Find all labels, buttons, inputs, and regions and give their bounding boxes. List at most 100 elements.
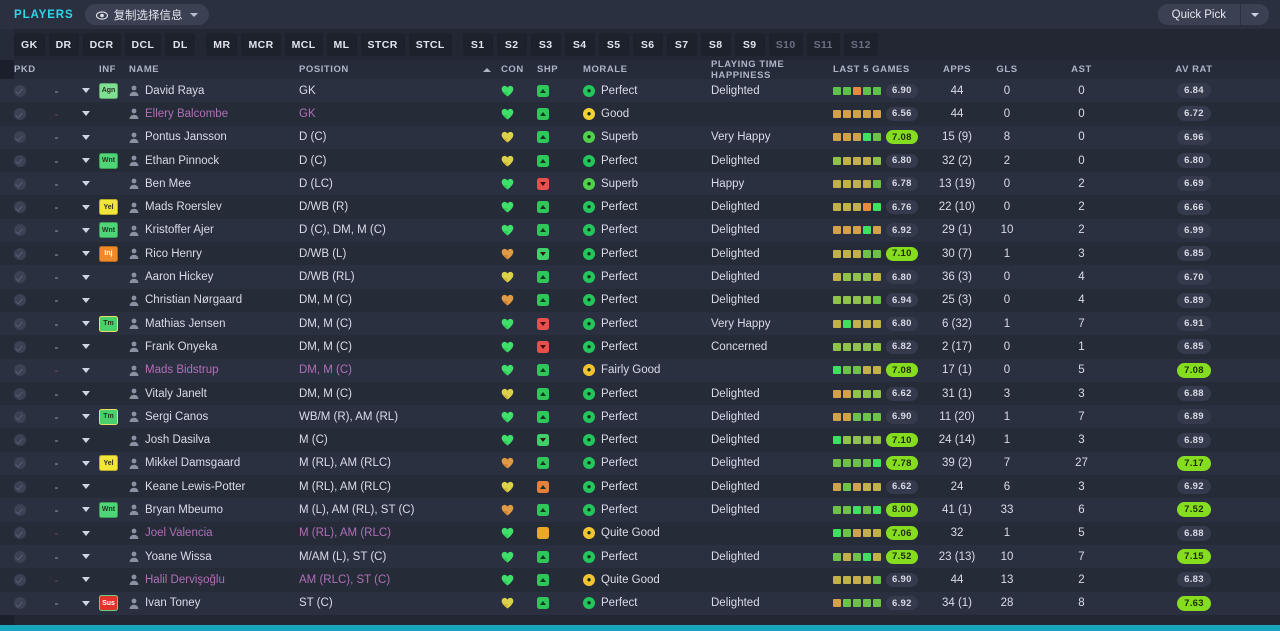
player-name-cell[interactable]: Bryan Mbeumo [129, 504, 299, 516]
row-dropdown-button[interactable] [73, 367, 99, 373]
info-badge-wnt[interactable]: Wnt [99, 501, 118, 518]
column-header-av-rat[interactable]: AV RAT [1175, 64, 1213, 75]
info-badge-wnt[interactable]: Wnt [99, 222, 118, 239]
row-dropdown-button[interactable] [73, 111, 99, 117]
row-dropdown-button[interactable] [73, 391, 99, 396]
info-badge-tm[interactable]: Tm [99, 315, 118, 332]
table-row[interactable]: - Joel Valencia M (RL), AM (RLC) ● Quite Goo… [0, 521, 1280, 545]
picked-checkbox[interactable] [14, 434, 40, 447]
column-header-inf[interactable]: INF [99, 64, 116, 75]
copy-selection-info-button[interactable]: 复制选择信息 [84, 4, 209, 25]
row-dropdown-button[interactable] [73, 484, 99, 490]
position-filter-s12[interactable]: S12 [843, 33, 878, 56]
table-row[interactable]: - Yoane Wissa M/AM (L), ST (C) ● Perfect Deli… [0, 544, 1280, 569]
picked-checkbox[interactable] [14, 271, 40, 284]
row-dropdown-button[interactable] [73, 577, 99, 583]
quick-pick-dropdown-button[interactable] [1241, 4, 1269, 25]
picked-checkbox[interactable] [14, 340, 40, 353]
picked-checkbox[interactable] [14, 573, 40, 586]
position-filter-gk[interactable]: GK [14, 33, 45, 56]
table-row[interactable]: - Christian Nørgaard DM, M (C) ● Perfect Deli… [0, 288, 1280, 312]
table-row[interactable]: - Sus Ivan Toney ST (C) ● Perfect Delighted 6.9… [0, 591, 1280, 615]
player-name-cell[interactable]: Ben Mee [129, 178, 299, 190]
player-name-cell[interactable]: Kristoffer Ajer [129, 224, 299, 236]
player-name-cell[interactable]: Ivan Toney [129, 597, 299, 609]
position-filter-dcl[interactable]: DCL [124, 33, 162, 56]
table-row[interactable]: - Ellery Balcombe GK ● Good 6.56 44 0 0 6.72 [0, 102, 1280, 126]
position-filter-s5[interactable]: S5 [598, 33, 629, 56]
row-dropdown-button[interactable] [73, 344, 99, 350]
table-row[interactable]: - Wnt Kristoffer Ajer D (C), DM, M (C) ● Perf… [0, 218, 1280, 243]
table-row[interactable]: - Agn David Raya GK ● Perfect Delighted 6.90 44 0… [0, 79, 1280, 103]
position-filter-s4[interactable]: S4 [564, 33, 595, 56]
player-name-cell[interactable]: David Raya [129, 85, 299, 97]
row-dropdown-button[interactable] [73, 251, 99, 257]
column-header-last-5-games[interactable]: LAST 5 GAMES [833, 64, 910, 75]
row-dropdown-button[interactable] [73, 204, 99, 210]
position-filter-s2[interactable]: S2 [496, 33, 527, 56]
picked-checkbox[interactable] [14, 457, 40, 470]
column-header-shp[interactable]: SHP [537, 64, 559, 75]
picked-checkbox[interactable] [14, 410, 40, 423]
row-dropdown-button[interactable] [73, 414, 99, 420]
row-dropdown-button[interactable] [73, 227, 99, 233]
picked-checkbox[interactable] [14, 387, 40, 400]
picked-checkbox[interactable] [14, 527, 40, 540]
table-row[interactable]: - Halil Dervişoğlu AM (RLC), ST (C) ● Quite … [0, 568, 1280, 592]
table-row[interactable]: - Ben Mee D (LC) ● Superb Happy 6.78 13 (19) 0 2 6… [0, 172, 1280, 196]
position-filter-mcr[interactable]: MCR [241, 33, 281, 56]
row-dropdown-button[interactable] [73, 600, 99, 606]
info-badge-tm[interactable]: Tm [99, 408, 118, 425]
row-dropdown-button[interactable] [73, 297, 99, 303]
player-name-cell[interactable]: Keane Lewis-Potter [129, 481, 299, 493]
table-row[interactable]: - Wnt Bryan Mbeumo M (L), AM (RL), ST (C) ● P… [0, 498, 1280, 522]
table-row[interactable]: - Tm Mathias Jensen DM, M (C) ● Perfect Very H… [0, 311, 1280, 336]
player-name-cell[interactable]: Vitaly Janelt [129, 388, 299, 400]
table-row[interactable]: - Wnt Ethan Pinnock D (C) ● Perfect Delighted 6… [0, 148, 1280, 173]
column-header-morale[interactable]: MORALE [583, 64, 628, 75]
column-header-con[interactable]: CON [501, 64, 524, 75]
row-dropdown-button[interactable] [73, 134, 99, 140]
player-name-cell[interactable]: Ellery Balcombe [129, 108, 299, 120]
row-dropdown-button[interactable] [73, 274, 99, 280]
position-filter-stcr[interactable]: STCR [360, 33, 405, 56]
position-filter-s6[interactable]: S6 [632, 33, 663, 56]
picked-checkbox[interactable] [14, 84, 40, 97]
player-name-cell[interactable]: Pontus Jansson [129, 131, 299, 143]
row-dropdown-button[interactable] [73, 554, 99, 560]
column-header-gls[interactable]: GLS [996, 64, 1018, 75]
table-row[interactable]: - Keane Lewis-Potter M (RL), AM (RLC) ● Perf… [0, 475, 1280, 499]
table-row[interactable]: - Josh Dasilva M (C) ● Perfect Delighted 7.10 2… [0, 428, 1280, 452]
table-row[interactable]: - Yel Mikkel Damsgaard M (RL), AM (RLC) ● Per… [0, 451, 1280, 476]
info-badge-sus[interactable]: Sus [99, 595, 118, 612]
row-dropdown-button[interactable] [73, 530, 99, 536]
picked-checkbox[interactable] [14, 154, 40, 167]
position-filter-mcl[interactable]: MCL [284, 33, 323, 56]
table-row[interactable]: - Frank Onyeka DM, M (C) ● Perfect Concerned 6… [0, 335, 1280, 359]
position-filter-s8[interactable]: S8 [700, 33, 731, 56]
picked-checkbox[interactable] [14, 503, 40, 516]
position-filter-s3[interactable]: S3 [530, 33, 561, 56]
player-name-cell[interactable]: Mikkel Damsgaard [129, 457, 299, 469]
column-header-pkd[interactable]: PKD [14, 64, 36, 75]
position-filter-dl[interactable]: DL [165, 33, 196, 56]
position-filter-s11[interactable]: S11 [806, 33, 840, 56]
player-name-cell[interactable]: Mathias Jensen [129, 318, 299, 330]
player-name-cell[interactable]: Josh Dasilva [129, 434, 299, 446]
player-name-cell[interactable]: Rico Henry [129, 248, 299, 260]
table-row[interactable]: - Tm Sergi Canos WB/M (R), AM (RL) ● Perfect D… [0, 405, 1280, 429]
position-filter-dcr[interactable]: DCR [82, 33, 121, 56]
picked-checkbox[interactable] [14, 597, 40, 610]
row-dropdown-button[interactable] [73, 158, 99, 164]
column-header-playing-time-happiness[interactable]: PLAYING TIME HAPPINESS [711, 58, 785, 81]
position-filter-stcl[interactable]: STCL [408, 33, 452, 56]
player-name-cell[interactable]: Aaron Hickey [129, 271, 299, 283]
column-header-name[interactable]: NAME [129, 64, 160, 75]
player-name-cell[interactable]: Halil Dervişoğlu [129, 574, 299, 586]
picked-checkbox[interactable] [14, 317, 40, 330]
row-dropdown-button[interactable] [73, 437, 99, 443]
player-name-cell[interactable]: Joel Valencia [129, 527, 299, 539]
picked-checkbox[interactable] [14, 480, 40, 493]
info-badge-inj[interactable]: Inj [99, 245, 118, 262]
info-badge-yel[interactable]: Yel [99, 455, 118, 472]
